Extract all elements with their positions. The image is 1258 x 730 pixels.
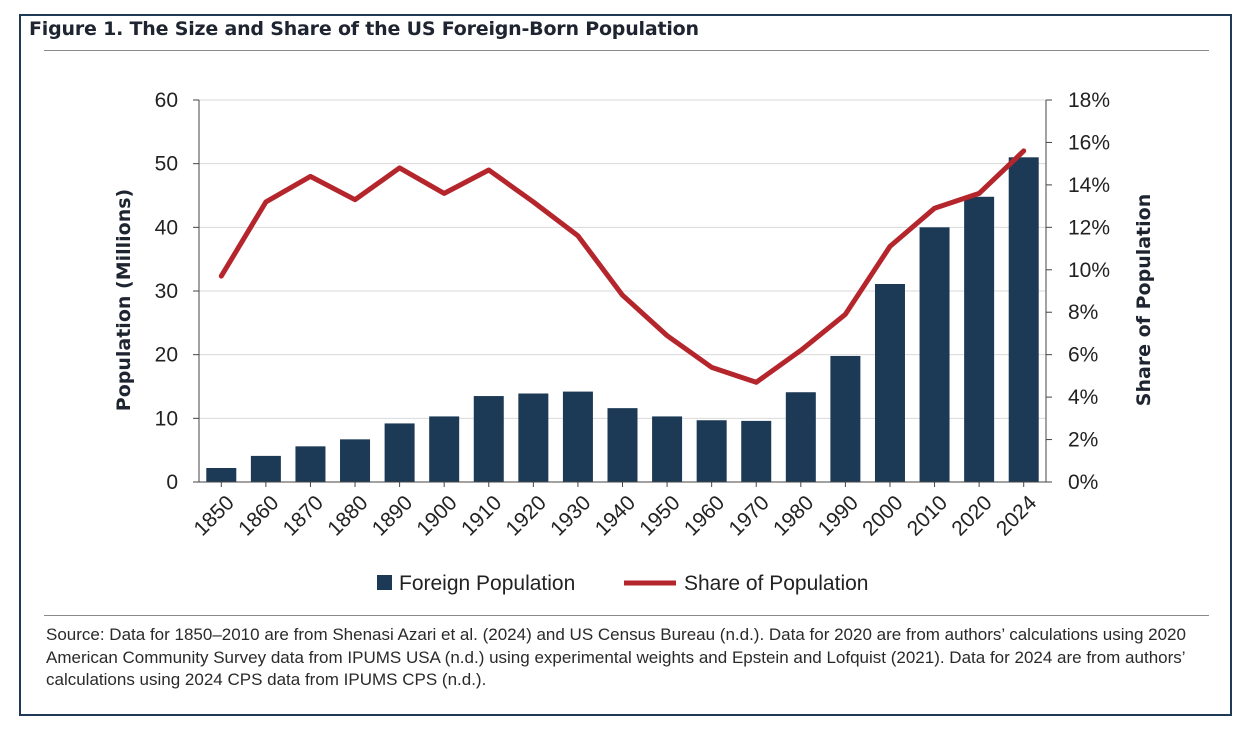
- x-tick-label-1990: 1990: [814, 491, 863, 540]
- x-tick-label-1920: 1920: [502, 491, 551, 540]
- x-tick-label-1930: 1930: [546, 491, 595, 540]
- bar-2010: [919, 227, 950, 482]
- bar-1880: [340, 439, 371, 482]
- x-tick-label-1900: 1900: [412, 491, 461, 540]
- x-tick-label-1880: 1880: [323, 491, 372, 540]
- right-tick-label: 10%: [1068, 259, 1110, 282]
- title-divider: [44, 50, 1209, 51]
- line-series: [218, 148, 1027, 385]
- right-tick-label: 18%: [1068, 89, 1110, 112]
- bar-1960: [696, 420, 727, 482]
- left-tick-label: 10: [155, 407, 178, 430]
- x-tick-label-1970: 1970: [724, 491, 773, 540]
- bar-1900: [429, 416, 460, 482]
- x-tick-label-1910: 1910: [457, 491, 506, 540]
- bar-1850: [206, 467, 237, 482]
- left-axis-ticks: 0 10 20 30 40 50 60: [155, 89, 199, 494]
- x-tick-label-2024: 2024: [992, 491, 1042, 541]
- left-tick-label: 0: [166, 471, 178, 494]
- x-tick-label-1980: 1980: [769, 491, 818, 540]
- right-axis-ticks: 0% 2% 4% 6% 8% 10% 12% 14% 16% 18%: [1046, 89, 1110, 494]
- gridlines: [199, 99, 1046, 419]
- right-tick-label: 8%: [1068, 301, 1098, 324]
- left-axis-title: Population (Millions): [113, 189, 135, 411]
- right-tick-label: 2%: [1068, 429, 1098, 452]
- legend-bar-swatch: [377, 575, 392, 590]
- left-tick-label: 60: [155, 89, 178, 112]
- x-tick-label-1960: 1960: [680, 491, 729, 540]
- bar-1970: [741, 420, 772, 482]
- bar-1940: [607, 408, 638, 482]
- right-tick-label: 4%: [1068, 386, 1098, 409]
- bar-1910: [473, 396, 504, 482]
- bar-1860: [250, 455, 281, 482]
- left-tick-label: 20: [155, 344, 178, 367]
- figure-title: Figure 1. The Size and Share of the US F…: [29, 18, 699, 40]
- bar-1990: [830, 355, 861, 482]
- right-tick-label: 16%: [1068, 131, 1110, 154]
- legend-share-of-population: Share of Population: [684, 572, 868, 595]
- bar-1890: [384, 423, 415, 482]
- right-axis-title: Share of Population: [1133, 194, 1155, 406]
- bar-series: [206, 157, 1039, 483]
- right-tick-label: 0%: [1068, 471, 1098, 494]
- bar-1950: [652, 416, 683, 482]
- bar-1980: [785, 392, 816, 482]
- right-tick-label: 14%: [1068, 174, 1110, 197]
- source-note: Source: Data for 1850–2010 are from Shen…: [46, 625, 1186, 689]
- x-tick-label-1940: 1940: [591, 491, 640, 540]
- x-tick-label-1870: 1870: [279, 491, 328, 540]
- left-tick-label: 30: [155, 280, 178, 303]
- right-tick-label: 6%: [1068, 344, 1098, 367]
- x-axis-ticks: 1850186018701880189019001910192019301940…: [190, 482, 1042, 541]
- x-tick-label-2000: 2000: [858, 491, 907, 540]
- legend-foreign-population: Foreign Population: [399, 572, 575, 595]
- x-tick-label-1890: 1890: [368, 491, 417, 540]
- bar-1870: [295, 446, 326, 482]
- bar-1920: [518, 393, 549, 482]
- source-divider: [44, 615, 1209, 616]
- right-tick-label: 12%: [1068, 216, 1110, 239]
- x-tick-label-1950: 1950: [635, 491, 684, 540]
- legend: Foreign Population Share of Population: [377, 572, 868, 595]
- bar-2020: [964, 196, 995, 483]
- left-tick-label: 40: [155, 216, 178, 239]
- x-tick-label-1850: 1850: [190, 491, 239, 540]
- x-tick-label-2010: 2010: [903, 491, 952, 540]
- bar-2024: [1008, 157, 1039, 483]
- x-tick-label-2020: 2020: [947, 491, 996, 540]
- left-tick-label: 50: [155, 153, 178, 176]
- x-tick-label-1860: 1860: [234, 491, 283, 540]
- bar-2000: [874, 283, 905, 482]
- bar-1930: [562, 391, 593, 482]
